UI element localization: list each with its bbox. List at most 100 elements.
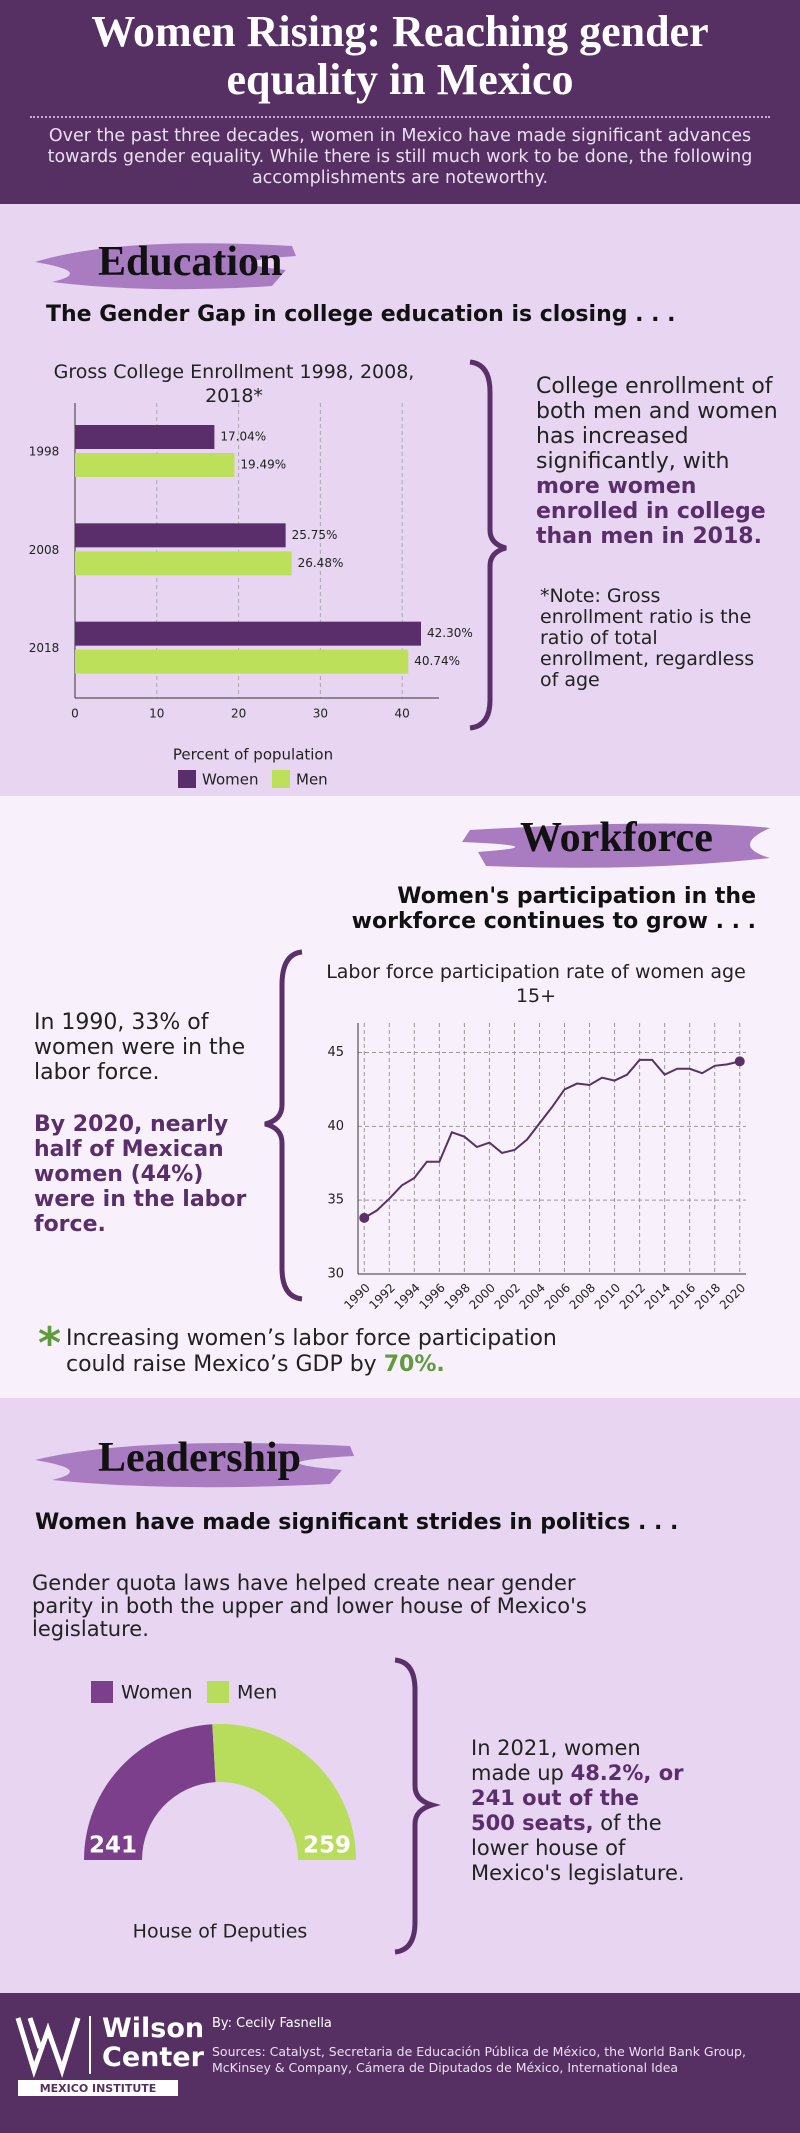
star: *	[38, 1318, 62, 1369]
brace	[394, 1657, 441, 1955]
x-tick-label: 10	[149, 707, 164, 721]
x-tick-label: 2002	[492, 1281, 523, 1312]
x-tick-label: 20	[231, 707, 246, 721]
value-label: 26.48%	[298, 556, 344, 570]
callout-emphasis: more women enrolled in college than men …	[536, 474, 766, 549]
chart-title: Gross College Enrollment 1998, 2008, 2018…	[54, 361, 415, 407]
section-subheading: The Gender Gap in college education is c…	[46, 302, 676, 327]
x-tick-label: 30	[313, 707, 328, 721]
author: By: Cecily Fasnella	[212, 2016, 332, 2031]
logo-line: Wilson	[102, 2013, 205, 2044]
note: *Note: Gross enrollment ratio is the rat…	[540, 585, 755, 691]
footer-bg	[0, 1993, 800, 2133]
legend-swatch	[178, 770, 196, 788]
slice	[212, 1724, 356, 1860]
chart-title: House of Deputies	[133, 1921, 308, 1943]
x-tick-label: 2006	[542, 1281, 573, 1312]
divider	[30, 116, 770, 118]
bar	[75, 453, 235, 477]
footnote-text: Increasing women’s labor force participa…	[66, 1326, 557, 1377]
x-tick-label: 2012	[617, 1281, 648, 1312]
x-axis-label: Percent of population	[173, 746, 333, 764]
header-bg	[0, 0, 800, 204]
page-title: Women Rising: Reaching gender equality i…	[91, 7, 709, 104]
callout: In 2021, women made up 48.2%, or 241 out…	[471, 1736, 686, 1886]
x-tick-label: 2008	[567, 1281, 598, 1312]
callout-text-end: of the lower house of Mexico's legislatu…	[471, 1811, 685, 1885]
brace	[264, 949, 303, 1302]
logo-stroke	[27, 2017, 43, 2049]
footnote-emphasis: 70%.	[383, 1352, 445, 1377]
chart-title: Labor force participation rate of women …	[326, 961, 746, 1007]
legend-label: Women	[202, 771, 258, 789]
x-tick-label: 2020	[717, 1281, 748, 1312]
leadership-bg	[0, 1398, 800, 1993]
y-tick-label: 2018	[29, 641, 60, 655]
brush-stroke	[35, 243, 296, 290]
education-bg	[0, 204, 800, 796]
x-tick-label: 1998	[441, 1281, 472, 1312]
y-tick-label: 35	[327, 1193, 344, 1208]
slice	[84, 1724, 216, 1860]
value-label: 17.04%	[220, 430, 266, 444]
x-tick-label: 2016	[667, 1281, 698, 1312]
value-label: 241	[89, 1833, 137, 1859]
bar	[75, 551, 292, 576]
legend-swatch	[207, 1681, 229, 1703]
logo-line: Center	[102, 2042, 204, 2073]
brace	[469, 359, 507, 731]
stat-text: In 1990, 33% of women were in the labor …	[34, 1010, 246, 1085]
callout-text: In 2021, women made up	[471, 1736, 641, 1785]
legend-label: Men	[237, 1682, 277, 1704]
logo-text: Wilson Center	[102, 2014, 204, 2072]
x-tick-label: 2010	[592, 1281, 623, 1312]
bar	[75, 649, 409, 674]
value-label: 259	[303, 1833, 351, 1859]
x-tick-label: 1990	[341, 1281, 372, 1312]
x-tick-label: 2004	[517, 1281, 548, 1312]
value-label: 25.75%	[292, 528, 338, 542]
section-heading: Leadership	[98, 1435, 302, 1481]
logo-sub: MEXICO INSTITUTE	[40, 2082, 157, 2095]
legend-swatch	[272, 770, 290, 788]
value-label: 42.30%	[427, 626, 473, 640]
logo-bar	[18, 2080, 178, 2096]
y-tick-label: 45	[327, 1045, 344, 1060]
stat-emphasis: By 2020, nearly half of Mexican women (4…	[34, 1112, 247, 1237]
y-tick-label: 1998	[29, 445, 60, 459]
workforce-bg	[0, 796, 800, 1398]
intro: Gender quota laws have helped create nea…	[32, 1571, 587, 1641]
legend-label: Men	[296, 771, 328, 789]
callout-emphasis: 48.2%, or 241 out of the 500 seats,	[471, 1761, 684, 1835]
x-tick-label: 2014	[642, 1281, 673, 1312]
bar	[75, 621, 422, 646]
x-tick-label: 1996	[416, 1281, 447, 1312]
section-heading: Education	[98, 239, 283, 285]
callout: College enrollment of both men and women…	[536, 374, 788, 549]
endpoint-marker	[359, 1212, 370, 1223]
value-label: 19.49%	[240, 458, 286, 472]
chart-title-line: Labor force participation rate of women …	[326, 961, 746, 983]
section-subheading: Women have made significant strides in p…	[35, 1510, 679, 1535]
legend-swatch	[91, 1681, 113, 1703]
chart-title-line: 2018*	[205, 385, 263, 407]
x-tick-label: 2000	[467, 1281, 498, 1312]
section-heading: Workforce	[520, 815, 713, 861]
callout-text: College enrollment of both men and women…	[536, 374, 778, 474]
x-tick-label: 2018	[692, 1281, 723, 1312]
logo-w	[15, 2017, 81, 2079]
footnote: Increasing women’s labor force participa…	[66, 1326, 586, 1378]
logo-icon	[15, 2016, 91, 2079]
chart-title-line: Gross College Enrollment 1998, 2008,	[54, 361, 415, 383]
bar	[75, 425, 215, 449]
section-subheading: Women's participation in the workforce c…	[351, 884, 756, 934]
x-tick-label: 1992	[366, 1281, 397, 1312]
sources: Sources: Catalyst, Secretaria de Educaci…	[212, 2044, 746, 2075]
x-tick-label: 40	[395, 707, 410, 721]
subtitle: Over the past three decades, women in Me…	[47, 126, 753, 188]
y-tick-label: 2008	[29, 543, 60, 557]
endpoint-marker	[734, 1056, 745, 1067]
brush-stroke	[35, 1443, 354, 1488]
